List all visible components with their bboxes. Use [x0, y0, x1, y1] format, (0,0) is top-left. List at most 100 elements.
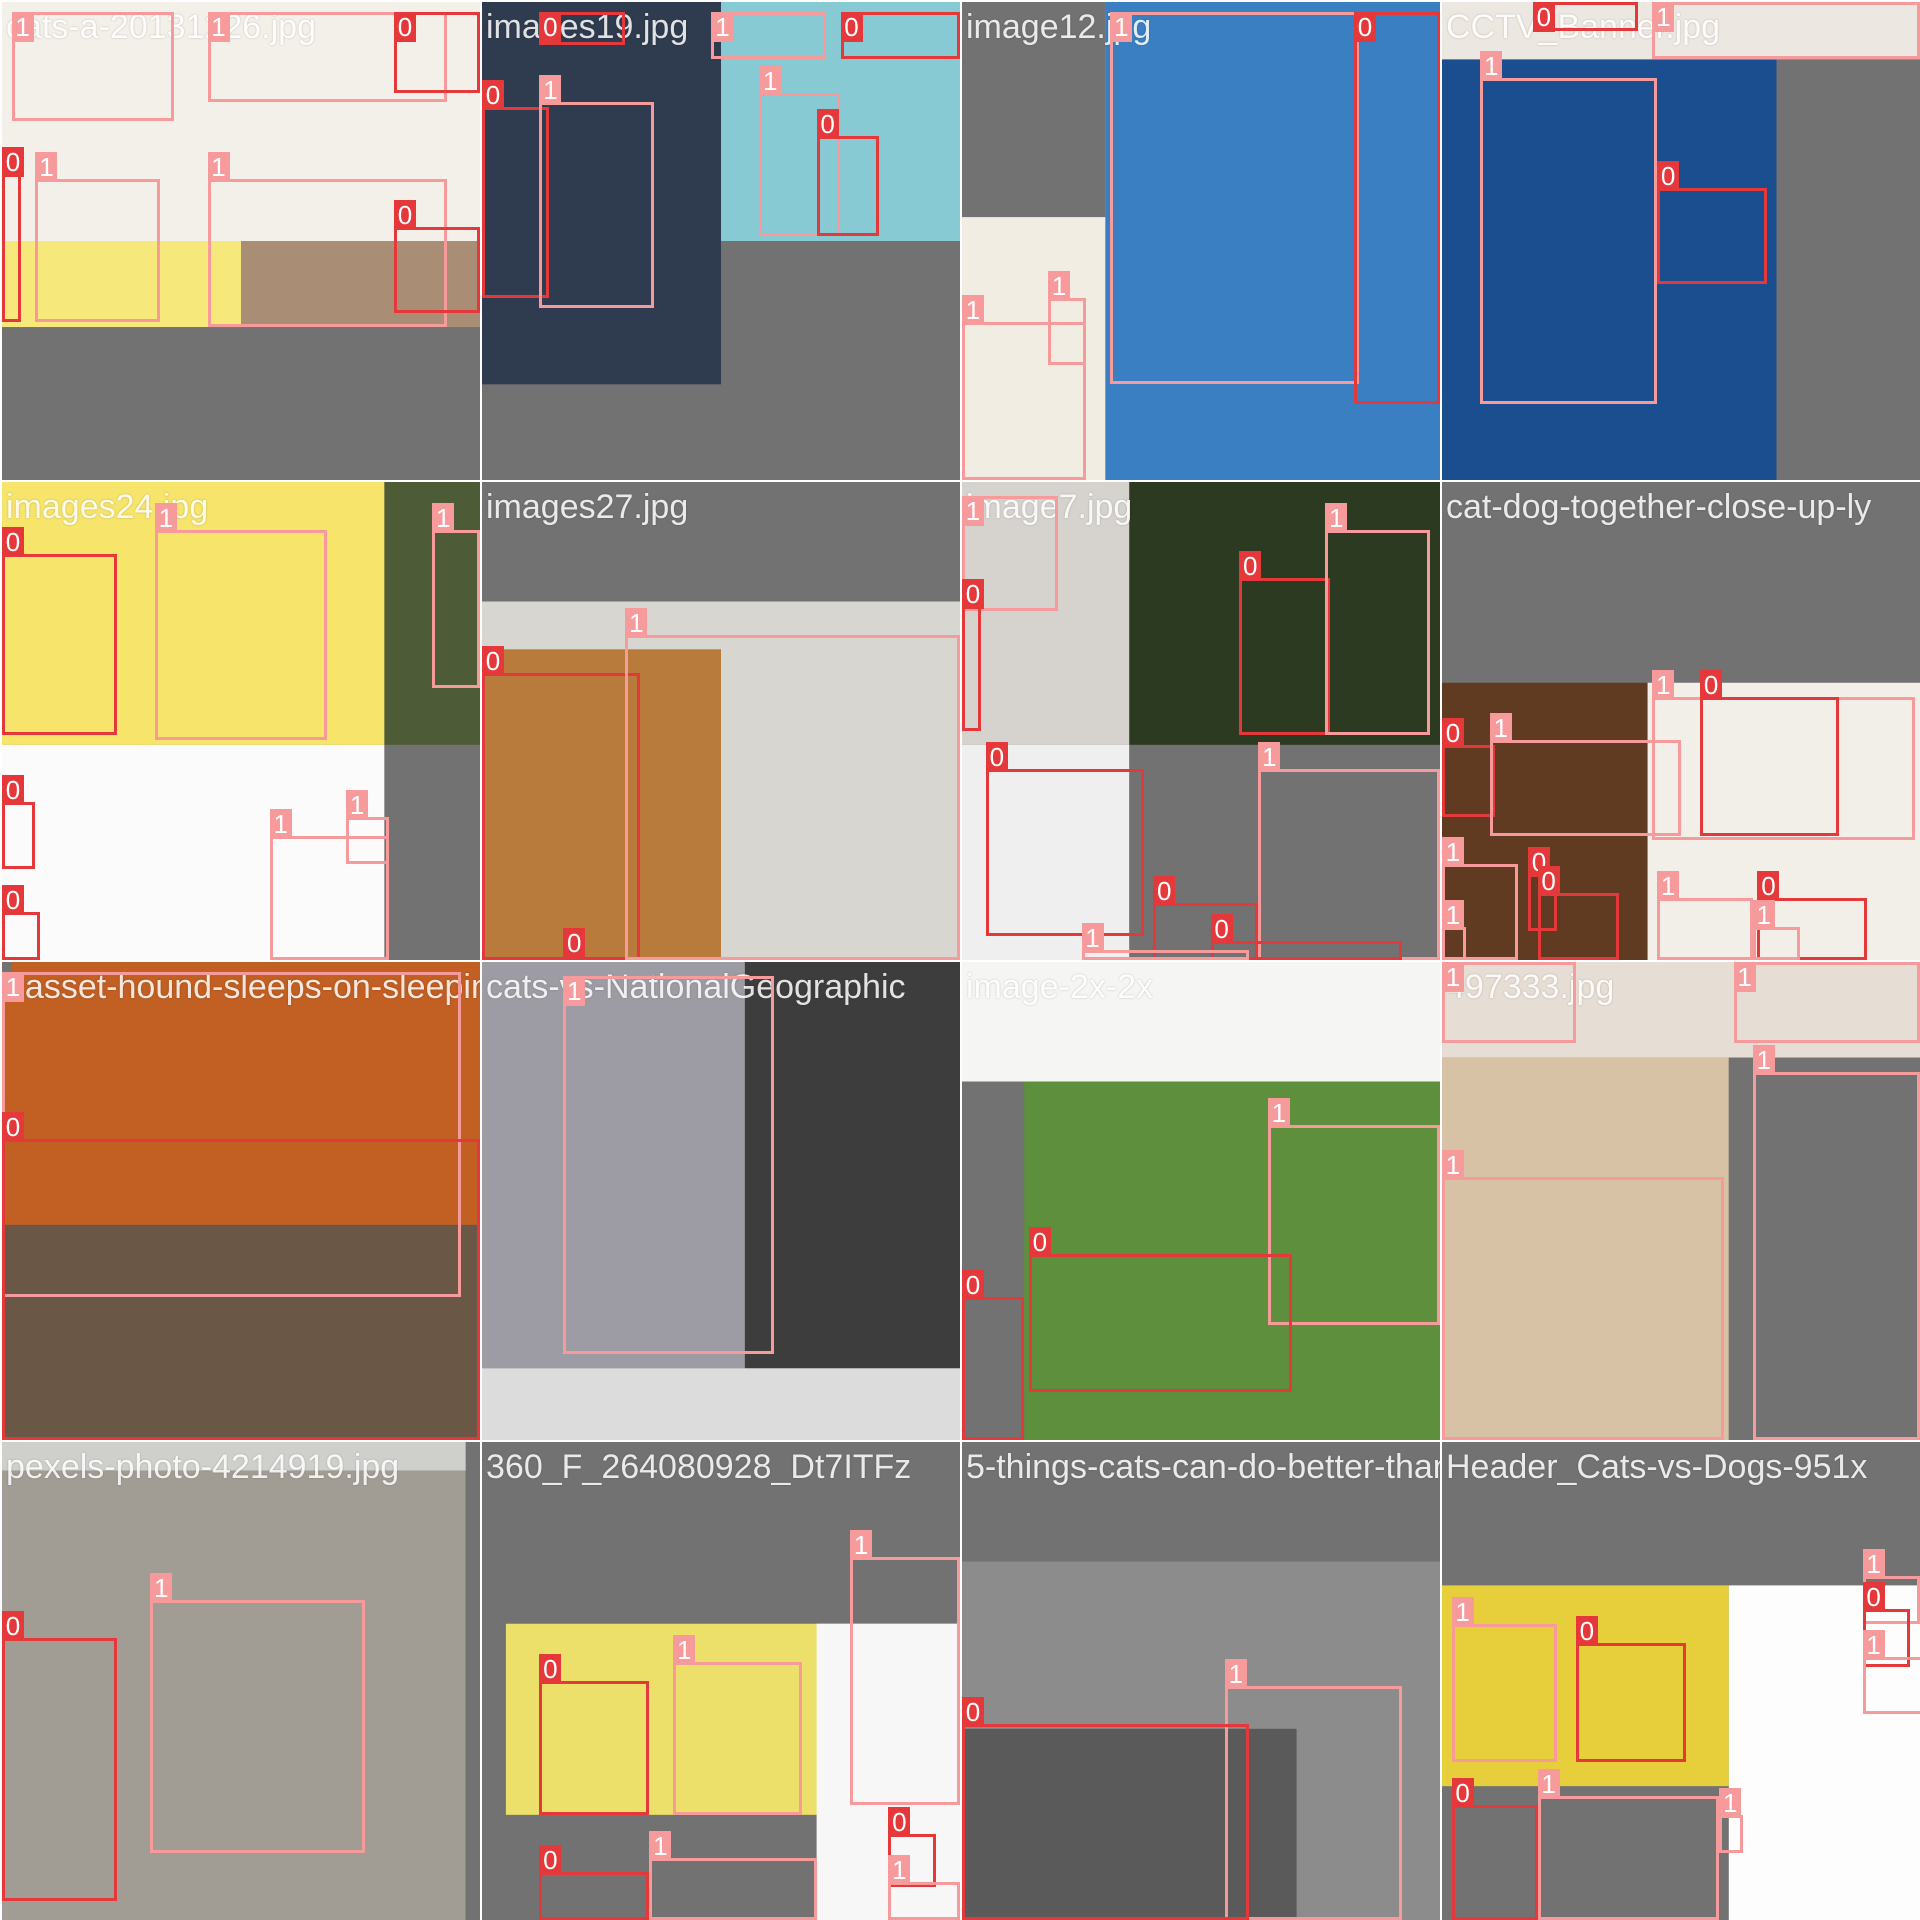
photo-region [482, 384, 960, 480]
bounding-box-class-1: 1 [962, 496, 1058, 612]
class-label: 1 [1489, 713, 1512, 744]
mosaic-tile: cat-dog-together-close-up-ly 0 1 1 0 1 0 0 1 0 1 1 [1442, 482, 1920, 960]
photo-region [962, 1442, 1440, 1562]
class-label: 1 [154, 502, 177, 533]
mosaic-tile: cats-vs-NationalGeographic 1 [482, 962, 960, 1440]
tile-photo [962, 1442, 1440, 1920]
class-label: 0 [1353, 11, 1376, 42]
photo-region [1129, 744, 1440, 960]
class-label: 1 [432, 502, 455, 533]
class-label: 1 [1652, 670, 1675, 701]
photo-region [962, 1728, 1297, 1920]
photo-region [465, 1442, 480, 1920]
class-label: 0 [888, 1806, 911, 1837]
bounding-box-class-0: 0 [2, 885, 41, 960]
class-label: 1 [269, 808, 292, 839]
class-label: 0 [563, 928, 586, 959]
photo-region [1442, 682, 1648, 960]
photo-region [962, 1081, 1025, 1440]
class-label: 0 [539, 1654, 562, 1684]
mosaic-tile: pexels-photo-4214919.jpg 0 1 [2, 1442, 480, 1920]
photo-region [482, 482, 960, 602]
bounding-box-class-1: 1 [154, 502, 328, 741]
class-label: 1 [673, 1634, 696, 1665]
class-label: 1 [1325, 502, 1348, 533]
bounding-box-class-0: 0 [1657, 161, 1768, 284]
photo-region [1728, 1585, 1920, 1920]
mosaic-tile: Header_Cats-vs-Dogs-951x 1 0 1 1 0 0 1 1 [1442, 1442, 1920, 1920]
photo-region [1442, 1442, 1920, 1586]
photo-region [962, 2, 1106, 218]
photo-region [2, 962, 12, 972]
bounding-box-class-0: 0 [2, 526, 117, 736]
class-label: 0 [393, 199, 416, 230]
class-label: 1 [1258, 741, 1281, 772]
bounding-box-class-1: 1 [1442, 899, 1466, 960]
bounding-box-class-1: 1 [1325, 502, 1431, 736]
bounding-box-class-1: 1 [850, 1529, 960, 1806]
class-label: 0 [482, 80, 504, 111]
bounding-box-class-1: 1 [1489, 713, 1681, 836]
bounding-box-class-0: 0 [1537, 866, 1619, 960]
bounding-box-class-1: 1 [1048, 271, 1087, 366]
tile-photo [1442, 2, 1920, 480]
class-label: 0 [2, 526, 24, 557]
bounding-box-class-1: 1 [207, 11, 447, 103]
bounding-box-class-0: 0 [985, 741, 1144, 937]
mosaic-tile: image-2x-2x 1 0 0 [962, 962, 1440, 1440]
photo-region [1776, 59, 1920, 480]
class-label: 0 [1153, 875, 1176, 906]
tile-photo [962, 2, 1440, 480]
class-label: 1 [1442, 837, 1464, 868]
bounding-box-class-1: 1 [1733, 962, 1920, 1044]
mosaic-tile: 5-things-cats-can-do-better-than-dogs10 [962, 1442, 1440, 1920]
class-label: 1 [649, 1830, 672, 1861]
photo-region [2, 1224, 480, 1440]
class-label: 1 [1752, 899, 1775, 930]
bounding-box-class-1: 1 [673, 1634, 803, 1815]
bounding-box-class-0: 0 [1028, 1226, 1292, 1393]
photo-region [1129, 482, 1440, 745]
photo-region [1442, 482, 1920, 683]
class-label: 1 [1862, 1630, 1885, 1661]
photo-region [482, 649, 721, 960]
class-label: 0 [816, 108, 839, 139]
photo-region [482, 962, 745, 1369]
class-label: 1 [1442, 1150, 1464, 1181]
bounding-box-class-1: 1 [1862, 1630, 1920, 1715]
class-label: 0 [482, 646, 504, 677]
class-label: 0 [2, 147, 24, 178]
class-label: 0 [1575, 1615, 1598, 1646]
class-label: 1 [625, 607, 648, 638]
class-label: 1 [346, 789, 369, 820]
bounding-box-class-0: 0 [1210, 913, 1402, 960]
mosaic-tile: basset-hound-sleeps-on-sleeping-tabby10 [2, 962, 480, 1440]
tile-photo [2, 1442, 480, 1920]
bounding-box-class-0: 0 [539, 11, 626, 45]
class-label: 1 [35, 151, 58, 182]
photo-region [482, 2, 721, 385]
mosaic-tile: images19.jpg 0 1 0 0 1 1 0 [482, 2, 960, 480]
bounding-box-class-0: 0 [1451, 1778, 1538, 1920]
bounding-box-class-0: 0 [1700, 670, 1839, 836]
photo-region [962, 962, 1440, 1082]
bounding-box-class-1: 1 [539, 75, 655, 308]
mosaic-tile: images24.jpg 0 1 1 0 1 1 0 [2, 482, 480, 960]
class-label: 1 [1442, 899, 1464, 930]
bounding-box-class-0: 0 [393, 199, 480, 313]
photo-region [384, 744, 480, 960]
bounding-box-class-0: 0 [482, 646, 640, 960]
mosaic-tile: CCTV_Banner.jpg 0 1 1 0 [1442, 2, 1920, 480]
class-label: 0 [962, 1269, 984, 1300]
bounding-box-class-1: 1 [1451, 1596, 1557, 1763]
class-label: 1 [207, 151, 230, 182]
bounding-box-class-1: 1 [649, 1830, 817, 1920]
bounding-box-class-1: 1 [150, 1572, 366, 1854]
bounding-box-class-1: 1 [888, 1854, 960, 1920]
bounding-box-class-0: 0 [1532, 2, 1638, 32]
bounding-box-class-0: 0 [2, 147, 24, 323]
tile-photo [482, 482, 960, 960]
class-label: 0 [1657, 161, 1680, 192]
class-label: 0 [2, 1111, 24, 1142]
bounding-box-class-0: 0 [539, 1654, 650, 1815]
